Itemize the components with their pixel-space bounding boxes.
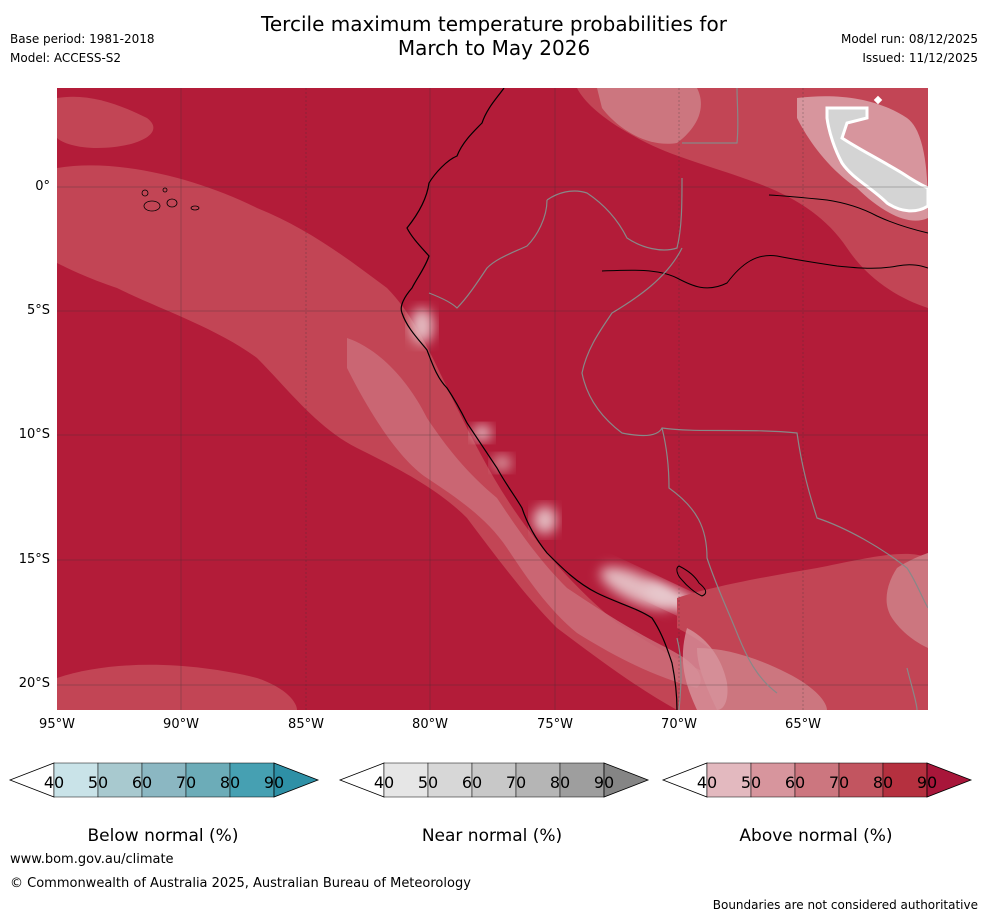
above-segment-4 bbox=[882, 762, 928, 798]
colorbar-above-title: Above normal (%) bbox=[739, 826, 893, 846]
lon-label-75w: 75°W bbox=[537, 717, 573, 732]
lat-label-20s: 20°S bbox=[18, 676, 50, 691]
title-line-1: Tercile maximum temperature probabilitie… bbox=[261, 12, 727, 36]
disclaimer-text: Boundaries are not considered authoritat… bbox=[712, 898, 978, 912]
map-title: Tercile maximum temperature probabilitie… bbox=[0, 12, 988, 60]
below-tick-90: 90 bbox=[263, 773, 285, 792]
ocean-band-70-c bbox=[57, 664, 297, 710]
galapagos-islands bbox=[141, 187, 200, 212]
above-tick-40: 40 bbox=[696, 773, 718, 792]
coast-patch-1 bbox=[410, 308, 434, 344]
near-tick-70: 70 bbox=[505, 773, 527, 792]
lat-label-0: 0° bbox=[35, 179, 50, 194]
near-normal-area bbox=[825, 106, 928, 213]
below-segment-2 bbox=[141, 762, 187, 798]
upper-river bbox=[768, 194, 928, 234]
base-period: Base period: 1981-2018 bbox=[10, 32, 155, 46]
colorbar-near bbox=[338, 762, 650, 798]
below-segment-0 bbox=[53, 762, 99, 798]
above-tick-90: 90 bbox=[916, 773, 938, 792]
near-segment-0 bbox=[383, 762, 429, 798]
near-tick-60: 60 bbox=[461, 773, 483, 792]
near-segment-4 bbox=[559, 762, 605, 798]
lat-label-15s: 15°S bbox=[18, 552, 50, 567]
below-segment-3 bbox=[185, 762, 231, 798]
country-borders bbox=[428, 88, 928, 710]
copyright-text: © Commonwealth of Australia 2025, Austra… bbox=[10, 876, 471, 891]
near-tick-50: 50 bbox=[417, 773, 439, 792]
model-run: Model run: 08/12/2025 bbox=[840, 32, 978, 46]
above-segment-1 bbox=[750, 762, 796, 798]
above-tick-50: 50 bbox=[740, 773, 762, 792]
meta-right: Model run: 08/12/2025 Issued: 11/12/2025 bbox=[841, 30, 978, 68]
coast-patch-2 bbox=[472, 425, 492, 441]
below-extend-high bbox=[273, 762, 320, 798]
ocean-band-70-b bbox=[57, 96, 154, 148]
above-tick-80: 80 bbox=[872, 773, 894, 792]
near-tick-90: 90 bbox=[593, 773, 615, 792]
near-tick-80: 80 bbox=[549, 773, 571, 792]
meta-left: Base period: 1981-2018 Model: ACCESS-S2 bbox=[10, 30, 155, 68]
coastline bbox=[400, 88, 678, 710]
lon-label-80w: 80°W bbox=[412, 717, 448, 732]
colorbar-below-title: Below normal (%) bbox=[87, 826, 239, 846]
lon-label-90w: 90°W bbox=[163, 717, 199, 732]
lon-label-95w: 95°W bbox=[39, 717, 75, 732]
above-tick-70: 70 bbox=[828, 773, 850, 792]
above-segment-0 bbox=[706, 762, 752, 798]
lon-label-65w: 65°W bbox=[785, 717, 821, 732]
near-extend-high bbox=[603, 762, 650, 798]
below-tick-40: 40 bbox=[43, 773, 65, 792]
ne-region-60 bbox=[597, 88, 701, 144]
coast-patch-4 bbox=[533, 506, 557, 534]
colorbar-above bbox=[661, 762, 973, 798]
colorbars bbox=[8, 762, 973, 798]
below-segment-4 bbox=[229, 762, 275, 798]
below-tick-60: 60 bbox=[131, 773, 153, 792]
lon-label-70w: 70°W bbox=[661, 717, 697, 732]
below-tick-70: 70 bbox=[175, 773, 197, 792]
lat-label-5s: 5°S bbox=[26, 303, 50, 318]
near-tick-40: 40 bbox=[373, 773, 395, 792]
lat-label-10s: 10°S bbox=[18, 427, 50, 442]
title-line-2: March to May 2026 bbox=[397, 36, 591, 60]
near-segment-1 bbox=[427, 762, 473, 798]
issued-date: Issued: 11/12/2025 bbox=[862, 51, 978, 65]
amazon-river bbox=[601, 254, 928, 289]
se-region-50 bbox=[682, 628, 728, 710]
lake-titicaca bbox=[676, 565, 707, 597]
below-segment-1 bbox=[97, 762, 143, 798]
probability-map bbox=[57, 88, 928, 710]
website-link[interactable]: www.bom.gov.au/climate bbox=[10, 852, 174, 867]
near-segment-3 bbox=[515, 762, 561, 798]
below-tick-80: 80 bbox=[219, 773, 241, 792]
colorbar-below bbox=[8, 762, 320, 798]
below-tick-50: 50 bbox=[87, 773, 109, 792]
above-tick-60: 60 bbox=[784, 773, 806, 792]
se-region-60 bbox=[886, 553, 928, 648]
above-extend-high bbox=[926, 762, 973, 798]
coast-patch-3 bbox=[492, 455, 512, 471]
graticule bbox=[57, 88, 928, 710]
lon-label-85w: 85°W bbox=[288, 717, 324, 732]
colorbar-near-title: Near normal (%) bbox=[421, 826, 563, 846]
model-name: Model: ACCESS-S2 bbox=[10, 51, 122, 65]
ocean-band-60 bbox=[347, 338, 701, 688]
